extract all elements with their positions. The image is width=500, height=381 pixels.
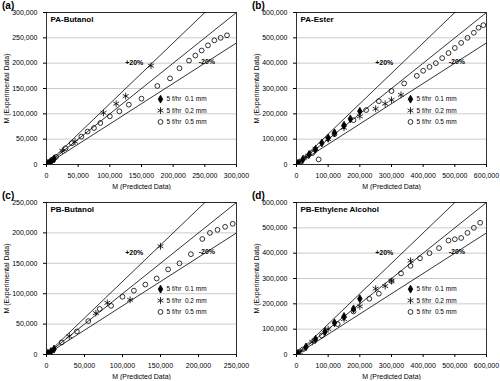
svg-text:150,000: 150,000 bbox=[129, 172, 154, 179]
svg-text:M (Predicted Data): M (Predicted Data) bbox=[362, 183, 421, 191]
svg-text:0: 0 bbox=[295, 172, 299, 179]
svg-text:100,000: 100,000 bbox=[110, 362, 135, 369]
svg-text:250,000: 250,000 bbox=[12, 34, 37, 41]
svg-text:5 f/hr 0.2 mm: 5 f/hr 0.2 mm bbox=[167, 297, 207, 304]
svg-text:0: 0 bbox=[34, 161, 38, 168]
svg-text:5 f/hr 0.2 mm: 5 f/hr 0.2 mm bbox=[417, 297, 457, 304]
svg-text:500,000: 500,000 bbox=[262, 224, 287, 231]
svg-text:200,000: 200,000 bbox=[12, 59, 37, 66]
svg-text:100,000: 100,000 bbox=[12, 290, 37, 297]
svg-text:5 f/hr 0.1 mm: 5 f/hr 0.1 mm bbox=[417, 285, 457, 292]
svg-text:0: 0 bbox=[295, 362, 299, 369]
svg-text:600,000: 600,000 bbox=[474, 172, 499, 179]
svg-text:PB-Butanol: PB-Butanol bbox=[51, 205, 95, 214]
svg-text:M (Experimental Data): M (Experimental Data) bbox=[3, 53, 11, 123]
svg-text:PA-Butanol: PA-Butanol bbox=[51, 15, 94, 24]
svg-text:0: 0 bbox=[45, 172, 49, 179]
svg-text:0: 0 bbox=[45, 362, 49, 369]
svg-text:500,000: 500,000 bbox=[442, 172, 467, 179]
svg-text:5 f/hr 0.2 mm: 5 f/hr 0.2 mm bbox=[417, 107, 457, 114]
svg-text:+20%: +20% bbox=[375, 249, 394, 256]
svg-text:5 f/hr 0.5 mm: 5 f/hr 0.5 mm bbox=[167, 118, 207, 125]
svg-text:M (Experimental Data): M (Experimental Data) bbox=[3, 243, 11, 313]
svg-text:PA-Ester: PA-Ester bbox=[301, 15, 334, 24]
svg-text:5 f/hr 0.5 mm: 5 f/hr 0.5 mm bbox=[417, 308, 457, 315]
svg-text:0: 0 bbox=[284, 351, 288, 358]
svg-text:200,000: 200,000 bbox=[12, 229, 37, 236]
svg-text:-20%: -20% bbox=[449, 58, 466, 65]
svg-text:300,000: 300,000 bbox=[224, 172, 249, 179]
svg-text:400,000: 400,000 bbox=[411, 172, 436, 179]
svg-text:250,000: 250,000 bbox=[192, 172, 217, 179]
svg-text:400,000: 400,000 bbox=[262, 249, 287, 256]
svg-text:-20%: -20% bbox=[449, 248, 466, 255]
svg-text:0: 0 bbox=[34, 351, 38, 358]
svg-text:M (Predicted Data): M (Predicted Data) bbox=[112, 183, 171, 191]
html-text:(d): (d) bbox=[252, 190, 265, 201]
svg-text:400,000: 400,000 bbox=[411, 362, 436, 369]
svg-text:200,000: 200,000 bbox=[161, 172, 186, 179]
svg-text:50,000: 50,000 bbox=[74, 362, 96, 369]
svg-text:500,000: 500,000 bbox=[442, 362, 467, 369]
svg-text:200,000: 200,000 bbox=[347, 172, 372, 179]
svg-text:600,000: 600,000 bbox=[262, 199, 287, 206]
svg-text:150,000: 150,000 bbox=[148, 362, 173, 369]
svg-text:600,000: 600,000 bbox=[474, 362, 499, 369]
svg-text:100,000: 100,000 bbox=[12, 110, 37, 117]
svg-text:5 f/hr 0.2 mm: 5 f/hr 0.2 mm bbox=[167, 107, 207, 114]
svg-text:200,000: 200,000 bbox=[186, 362, 211, 369]
svg-text:500,000: 500,000 bbox=[262, 34, 287, 41]
svg-text:0: 0 bbox=[284, 161, 288, 168]
svg-text:100,000: 100,000 bbox=[262, 135, 287, 142]
svg-text:250,000: 250,000 bbox=[12, 199, 37, 206]
svg-text:100,000: 100,000 bbox=[97, 172, 122, 179]
svg-text:200,000: 200,000 bbox=[347, 362, 372, 369]
svg-text:300,000: 300,000 bbox=[379, 362, 404, 369]
html-text:(b): (b) bbox=[252, 0, 265, 11]
svg-text:300,000: 300,000 bbox=[262, 275, 287, 282]
svg-text:+20%: +20% bbox=[375, 59, 394, 66]
svg-text:50,000: 50,000 bbox=[67, 172, 89, 179]
html-text:(a): (a) bbox=[2, 0, 15, 11]
svg-text:-20%: -20% bbox=[199, 248, 216, 255]
svg-text:5 f/hr 0.5 mm: 5 f/hr 0.5 mm bbox=[167, 308, 207, 315]
svg-text:150,000: 150,000 bbox=[12, 85, 37, 92]
svg-text:-20%: -20% bbox=[199, 58, 216, 65]
svg-text:5 f/hr 0.1 mm: 5 f/hr 0.1 mm bbox=[167, 95, 207, 102]
svg-text:5 f/hr 0.1 mm: 5 f/hr 0.1 mm bbox=[417, 95, 457, 102]
svg-text:M (Experimental Data): M (Experimental Data) bbox=[253, 53, 261, 123]
svg-text:M (Experimental Data): M (Experimental Data) bbox=[253, 243, 261, 313]
svg-text:200,000: 200,000 bbox=[262, 300, 287, 307]
svg-text:250,000: 250,000 bbox=[224, 362, 249, 369]
svg-text:100,000: 100,000 bbox=[262, 325, 287, 332]
svg-text:M (Predicted Data): M (Predicted Data) bbox=[362, 373, 421, 381]
svg-text:50,000: 50,000 bbox=[16, 320, 38, 327]
svg-text:400,000: 400,000 bbox=[262, 59, 287, 66]
html-text:(c): (c) bbox=[2, 190, 15, 201]
svg-text:150,000: 150,000 bbox=[12, 260, 37, 267]
svg-text:100,000: 100,000 bbox=[316, 362, 341, 369]
svg-text:300,000: 300,000 bbox=[12, 9, 37, 16]
svg-text:300,000: 300,000 bbox=[262, 85, 287, 92]
svg-text:300,000: 300,000 bbox=[379, 172, 404, 179]
svg-text:600,000: 600,000 bbox=[262, 9, 287, 16]
svg-text:+20%: +20% bbox=[125, 59, 144, 66]
svg-text:200,000: 200,000 bbox=[262, 110, 287, 117]
svg-text:5 f/hr 0.5 mm: 5 f/hr 0.5 mm bbox=[417, 118, 457, 125]
svg-text:100,000: 100,000 bbox=[316, 172, 341, 179]
svg-text:5 f/hr 0.1 mm: 5 f/hr 0.1 mm bbox=[167, 285, 207, 292]
svg-text:M (Predicted Data): M (Predicted Data) bbox=[112, 373, 171, 381]
svg-text:PB-Ethylene Alcohol: PB-Ethylene Alcohol bbox=[301, 205, 379, 214]
svg-text:+20%: +20% bbox=[125, 249, 144, 256]
svg-text:50,000: 50,000 bbox=[16, 135, 38, 142]
